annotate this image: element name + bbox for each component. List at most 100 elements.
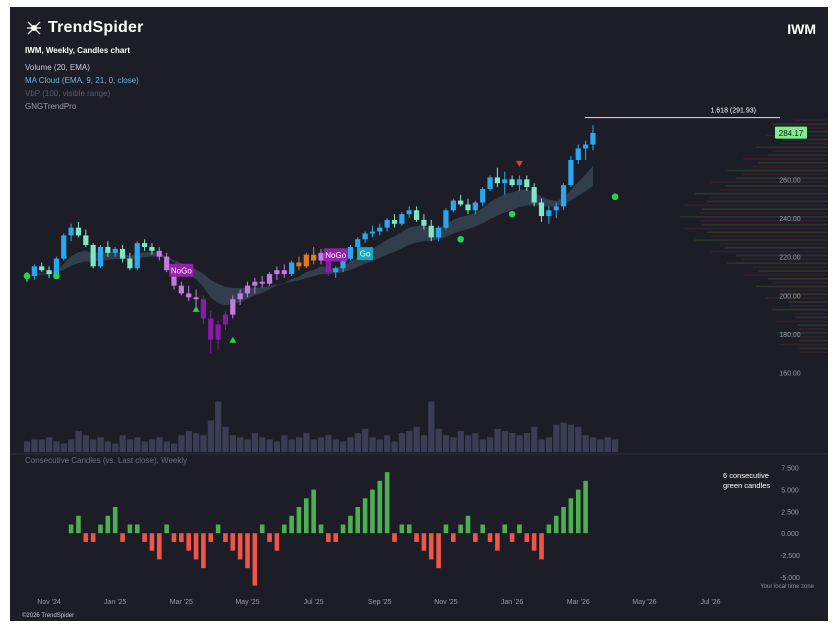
consecutive-candle-bar [245,533,250,569]
candle-body [186,293,192,298]
candle-body [156,250,162,257]
volume-bar [200,435,207,452]
consecutive-candle-bar [164,524,169,534]
consecutive-candle-bar [487,533,493,542]
vbp-bar [790,305,828,307]
volume-bar [413,426,420,452]
oscillator-annotation: 6 consecutive [723,471,769,480]
candle-body [524,179,530,188]
volume-bar [494,428,501,452]
candle-body [83,235,89,246]
x-axis-label: May '25 [235,599,259,606]
volume-bar [340,441,347,452]
volume-bar [560,422,567,452]
vbp-bar [700,219,828,222]
x-axis-label: Jul '25 [304,599,324,606]
candle-body [318,252,324,261]
volume-bar [435,428,442,452]
vbp-bar [700,212,828,214]
vbp-bar [743,274,828,276]
volume-bar [553,424,560,452]
candle-body [208,318,214,340]
oscillator-tick-label: -2.500 [780,553,800,560]
volume-indicator-label[interactable]: Volume (20, EMA) [25,63,90,72]
volume-bar [104,441,112,452]
consecutive-candle-bar [362,498,368,534]
vbp-bar [741,258,828,261]
consecutive-candle-bar [215,524,221,534]
vbp-bar [758,161,828,164]
candle-body [391,219,398,224]
volume-bar [347,437,354,452]
consecutive-candle-bar [76,515,81,534]
consecutive-candle-bar [465,515,471,534]
vbp-bar [793,119,828,122]
consecutive-candle-bar [414,533,419,542]
volume-bar [53,441,60,452]
vbp-bar [706,231,828,234]
volume-bar [82,435,89,452]
consecutive-candle-bar [223,533,228,542]
volume-bar [406,431,413,452]
candle-body [222,314,229,325]
price-chart-canvas[interactable]: 1.618 (291.93) NoGo NoGo Go 160.00 180.00 200.… [10,7,828,621]
buy-triangle [192,305,200,312]
volume-bar [60,443,67,452]
volume-bar [229,435,236,452]
consecutive-candle-bar [406,524,412,534]
timezone-label[interactable]: Your local time zone [760,584,814,590]
volume-bar [141,441,148,452]
vbp-bar [790,127,828,129]
vbp-bar [701,223,828,226]
volume-bar [251,433,259,452]
go-signal-dot [611,193,619,201]
oscillator-tick-label: 5.000 [781,488,799,495]
candle-body [252,281,258,286]
candle-body [178,285,184,294]
vbp-bar [735,177,828,180]
candle-body [450,200,456,211]
candle-body [237,293,243,300]
volume-bar [450,437,457,452]
candle-body [340,258,346,269]
volume-bar [31,439,38,452]
vbp-bar [683,227,828,230]
candle-body [266,274,273,284]
ma-cloud-indicator-label[interactable]: MA Cloud (EMA, 9, 21, 0, close) [25,76,139,85]
symbol-label: IWM [787,21,816,37]
candle-body [516,179,523,186]
consecutive-candle-bar [142,533,147,542]
x-axis-label: Jan '25 [104,599,126,606]
vbp-bar [680,216,828,218]
volume-bar [97,437,104,452]
vbp-indicator-label[interactable]: VbP (100, visible range) [25,89,111,98]
volume-bar [163,441,170,452]
candle-body [112,248,118,253]
vbp-bar [799,351,828,354]
volume-bar [178,435,185,452]
vbp-bar [767,154,828,156]
volume-bar [420,435,428,452]
candle-body [421,219,427,226]
consecutive-candle-bar [83,533,89,542]
consecutive-candle-bar [208,533,214,542]
candle-body [406,210,412,215]
consecutive-candle-bar [127,524,133,534]
candle-body [369,231,376,234]
candle-body [303,254,309,267]
volume-bar [244,439,251,452]
candle-body [362,233,368,240]
candle-body [413,210,420,220]
consecutive-candle-bar [112,507,118,534]
nogo-badge [323,248,348,262]
consecutive-candle-bar [340,524,346,534]
volume-bar [589,437,597,452]
volume-bar [38,439,45,452]
candle-body [149,247,155,251]
consecutive-candle-bar [105,515,111,534]
candle-body [289,262,295,275]
gng-indicator-label[interactable]: GNGTrendPro [25,102,77,111]
candle-body [583,144,589,149]
volume-bar [501,431,508,452]
candle-body [546,210,552,217]
